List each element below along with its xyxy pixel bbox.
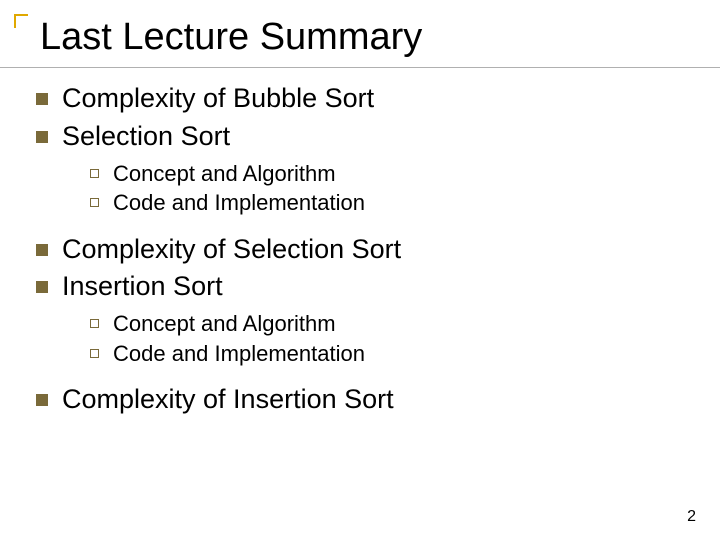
slide-title: Last Lecture Summary [40,16,692,65]
hollow-square-bullet-icon [90,349,99,358]
list-item: Code and Implementation [90,340,692,368]
sublist: Concept and Algorithm Code and Implement… [90,160,692,217]
list-item: Concept and Algorithm [90,160,692,188]
list-item-label: Complexity of Selection Sort [62,233,401,267]
list-item-label: Insertion Sort [62,270,223,304]
square-bullet-icon [36,131,48,143]
list-item-label: Code and Implementation [113,189,365,217]
list-item-label: Selection Sort [62,120,230,154]
list-item-label: Complexity of Insertion Sort [62,383,394,417]
hollow-square-bullet-icon [90,319,99,328]
hollow-square-bullet-icon [90,169,99,178]
list-item: Selection Sort [36,120,692,154]
list-item-label: Complexity of Bubble Sort [62,82,374,116]
list-item: Concept and Algorithm [90,310,692,338]
list-item: Insertion Sort [36,270,692,304]
sublist: Concept and Algorithm Code and Implement… [90,310,692,367]
square-bullet-icon [36,93,48,105]
square-bullet-icon [36,244,48,256]
list-item: Complexity of Bubble Sort [36,82,692,116]
list-item-label: Concept and Algorithm [113,160,336,188]
list-item-label: Code and Implementation [113,340,365,368]
hollow-square-bullet-icon [90,198,99,207]
list-item: Complexity of Insertion Sort [36,383,692,417]
accent-corner [14,14,28,28]
list-item: Code and Implementation [90,189,692,217]
list-item-label: Concept and Algorithm [113,310,336,338]
slide-content: Complexity of Bubble Sort Selection Sort… [36,82,692,417]
page-number: 2 [687,508,696,526]
square-bullet-icon [36,281,48,293]
title-underline [0,67,720,68]
slide: Last Lecture Summary Complexity of Bubbl… [0,0,720,540]
square-bullet-icon [36,394,48,406]
list-item: Complexity of Selection Sort [36,233,692,267]
